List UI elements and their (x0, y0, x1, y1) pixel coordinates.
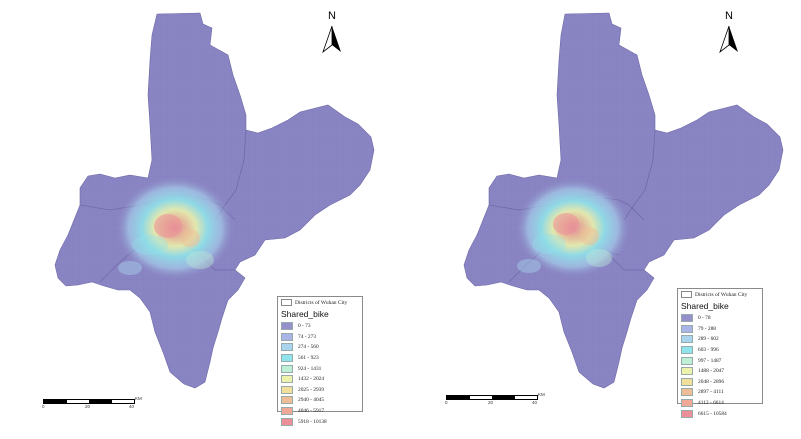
legend-class-label: 2025 - 2939 (298, 386, 325, 393)
legend-class-row: 2897 - 4111 (681, 387, 759, 398)
scale-bar-left: 0 20 40 KM (42, 396, 142, 413)
scale-unit: KM (538, 392, 545, 397)
north-label: N (328, 10, 336, 22)
wuhan-map-left (54, 12, 375, 389)
north-arrow: N (318, 10, 346, 56)
legend-swatch (281, 364, 293, 373)
legend-class-row: 5918 - 10138 (281, 416, 359, 427)
legend-swatch (281, 343, 293, 352)
legend-class-label: 924 - 1431 (298, 365, 322, 372)
legend-class-row: 561 - 923 (281, 353, 359, 364)
legend-class-row: 603 - 996 (681, 345, 759, 356)
legend-classes: 0 - 78 79 - 288 289 - 602 603 - 996 997 - 14… (681, 313, 759, 419)
legend-class-row: 2025 - 2939 (281, 385, 359, 396)
legend-swatch (681, 314, 693, 323)
layer-swatch (281, 299, 292, 306)
legend-class-label: 74 - 273 (298, 333, 316, 340)
legend-class-label: 2048 - 2896 (698, 378, 725, 385)
legend-layer-row: Districts of Wuhan City (281, 299, 359, 306)
legend-swatch (681, 335, 693, 344)
map-panel-right: N Districts of Wuhan City Shared_bike 0 … (401, 0, 801, 439)
scale-bar-right: 0 20 40 KM (445, 392, 545, 409)
legend-class-row: 274 - 560 (281, 342, 359, 353)
legend-class-label: 5918 - 10138 (298, 418, 327, 425)
legend-class-row: 1432 - 2024 (281, 374, 359, 385)
north-arrow-icon (322, 25, 341, 54)
legend-class-row: 2048 - 2896 (681, 377, 759, 388)
legend-swatch (281, 417, 293, 426)
legend-class-label: 2897 - 4111 (698, 389, 724, 396)
legend-class-row: 4112 - 6614 (681, 398, 759, 409)
legend-swatch (681, 346, 693, 355)
legend-class-label: 274 - 560 (298, 344, 319, 351)
legend-class-row: 4046 - 5917 (281, 406, 359, 417)
scale-tick-20: 20 (488, 400, 494, 405)
legend-left: Districts of Wuhan City Shared_bike 0 - … (277, 296, 363, 426)
legend-field-title: Shared_bike (281, 309, 329, 319)
city-boundary (463, 12, 784, 389)
layer-swatch (681, 291, 692, 298)
legend-class-label: 1488 - 2047 (698, 368, 725, 375)
legend-classes: 0 - 73 74 - 273 274 - 560 561 - 923 924 - 14… (281, 321, 359, 427)
legend-swatch (681, 409, 693, 418)
legend-class-label: 997 - 1487 (698, 357, 722, 364)
legend-class-row: 6615 - 10584 (681, 408, 759, 419)
legend-class-row: 79 - 288 (681, 324, 759, 335)
legend-swatch (281, 407, 293, 416)
north-label: N (725, 10, 733, 22)
legend-class-label: 2940 - 4045 (298, 397, 325, 404)
scale-tick-40: 40 (129, 404, 135, 409)
legend-class-label: 289 - 602 (698, 336, 719, 343)
legend-swatch (281, 375, 293, 384)
legend-swatch (681, 356, 693, 365)
wuhan-map-right (463, 12, 784, 389)
legend-class-label: 561 - 923 (298, 355, 319, 362)
legend-class-row: 924 - 1431 (281, 363, 359, 374)
scale-unit: KM (135, 396, 142, 401)
legend-class-label: 1432 - 2024 (298, 376, 325, 383)
legend-class-row: 997 - 1487 (681, 355, 759, 366)
legend-swatch (681, 367, 693, 376)
legend-layer-row: Districts of Wuhan City (681, 291, 759, 298)
legend-swatch (681, 399, 693, 408)
legend-swatch (281, 396, 293, 405)
legend-class-row: 0 - 78 (681, 313, 759, 324)
legend-layer-label: Districts of Wuhan City (695, 291, 748, 298)
legend-swatch (281, 332, 293, 341)
legend-class-row: 1488 - 2047 (681, 366, 759, 377)
legend-swatch (681, 324, 693, 333)
legend-class-label: 603 - 996 (698, 347, 719, 354)
legend-class-row: 74 - 273 (281, 332, 359, 343)
legend-field-title: Shared_bike (681, 301, 729, 311)
legend-swatch (681, 388, 693, 397)
legend-right: Districts of Wuhan City Shared_bike 0 - … (677, 288, 763, 418)
legend-swatch (281, 322, 293, 331)
legend-class-label: 4112 - 6614 (698, 400, 724, 407)
north-arrow: N (715, 10, 743, 56)
legend-class-row: 289 - 602 (681, 334, 759, 345)
legend-class-label: 0 - 73 (298, 323, 311, 330)
legend-swatch (281, 354, 293, 363)
legend-class-label: 79 - 288 (698, 325, 716, 332)
legend-layer-label: Districts of Wuhan City (295, 299, 348, 306)
scale-bar-graphic (446, 395, 538, 400)
scale-bar-graphic (43, 399, 135, 404)
legend-swatch (681, 377, 693, 386)
scale-tick-0: 0 (445, 400, 448, 405)
scale-tick-40: 40 (532, 400, 538, 405)
legend-class-label: 6615 - 10584 (698, 410, 727, 417)
legend-class-label: 0 - 78 (698, 315, 711, 322)
legend-class-row: 0 - 73 (281, 321, 359, 332)
map-panel-left: N Districts of Wuhan City Shared_bike 0 … (0, 0, 400, 439)
scale-tick-20: 20 (85, 404, 91, 409)
scale-tick-0: 0 (42, 404, 45, 409)
legend-swatch (281, 385, 293, 394)
north-arrow-icon (719, 25, 738, 54)
legend-class-label: 4046 - 5917 (298, 408, 325, 415)
legend-class-row: 2940 - 4045 (281, 395, 359, 406)
